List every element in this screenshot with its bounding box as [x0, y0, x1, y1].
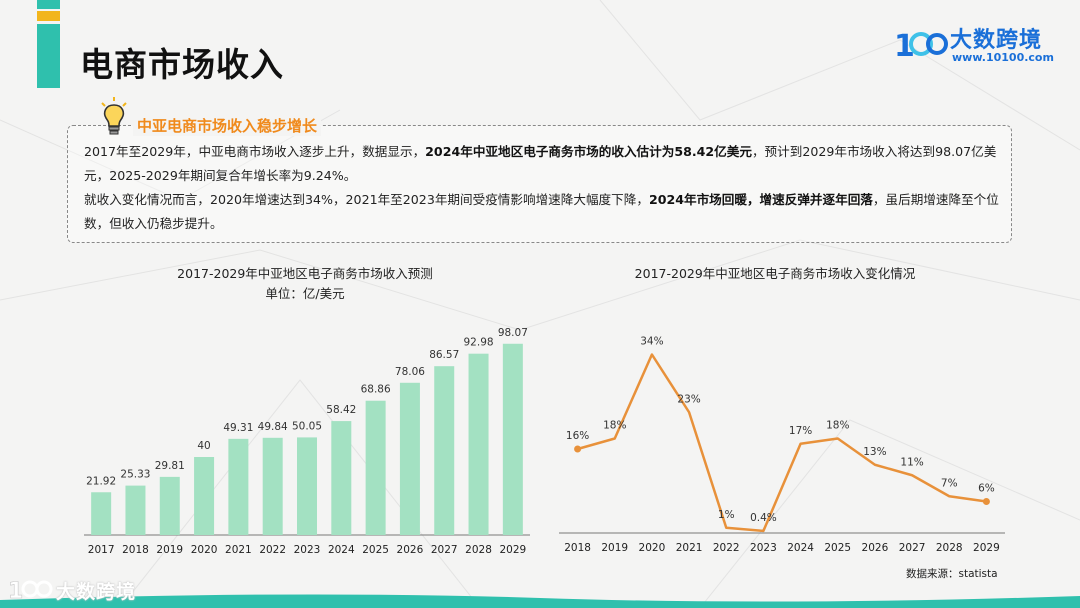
- bar-value-label: 92.98: [464, 337, 494, 349]
- accent-bar-main: [37, 24, 60, 88]
- bar-2026: [399, 382, 420, 535]
- line-tick-label: 2024: [787, 542, 814, 554]
- bar-2020: [194, 457, 215, 535]
- footer-logo-icon: 1: [8, 579, 53, 603]
- line-point: [982, 498, 990, 505]
- line-tick-label: 2028: [936, 542, 963, 554]
- source-note: 数据来源：statista: [906, 568, 998, 580]
- bar-value-label: 58.42: [326, 404, 356, 416]
- bar-tick-label: 2023: [294, 544, 321, 556]
- bar-2025: [365, 400, 386, 535]
- bar-2017: [91, 492, 112, 535]
- line-value-label: 13%: [863, 446, 886, 458]
- bar-value-label: 21.92: [86, 475, 116, 487]
- bar-2027: [434, 366, 455, 535]
- line-value-label: 0.4%: [750, 512, 777, 524]
- line-value-label: 7%: [941, 477, 958, 489]
- bar-2028: [468, 353, 489, 535]
- logo-name: 大数跨境: [950, 28, 1043, 53]
- bar-tick-label: 2022: [259, 544, 286, 556]
- line-value-label: 23%: [677, 393, 700, 405]
- bar-value-label: 29.81: [155, 460, 185, 472]
- line-value-label: 34%: [640, 336, 663, 348]
- line-tick-label: 2026: [862, 542, 889, 554]
- bar-2019: [159, 476, 180, 535]
- line-value-label: 11%: [900, 456, 923, 468]
- line-value-label: 18%: [603, 420, 626, 432]
- summary-paragraph-1: 2017年至2029年，中亚电商市场收入逐步上升，数据显示，2024年中亚地区电…: [84, 144, 997, 183]
- bar-value-label: 49.31: [223, 422, 253, 434]
- line-value-label: 1%: [718, 509, 735, 521]
- bar-tick-label: 2019: [156, 544, 183, 556]
- accent-bar-top: [37, 0, 60, 9]
- line-tick-label: 2018: [564, 542, 591, 554]
- line-tick-label: 2029: [973, 542, 1000, 554]
- footer-band: [0, 594, 1080, 608]
- summary-paragraph-2: 就收入变化情况而言，2020年增速达到34%，2021年至2023年期间受疫情影…: [84, 192, 999, 231]
- summary-box: [67, 125, 1012, 243]
- line-point: [574, 445, 582, 453]
- page-title: 电商市场收入: [80, 45, 284, 84]
- bar-value-label: 40: [197, 440, 210, 452]
- line-chart-title: 2017-2029年中亚地区电子商务市场收入变化情况: [634, 266, 916, 281]
- logo-icon: 1: [894, 29, 948, 64]
- lightbulb-icon: [101, 97, 127, 135]
- footer-brand: 大数跨境: [56, 581, 137, 603]
- bar-2021: [228, 438, 249, 535]
- line-value-label: 18%: [826, 420, 849, 432]
- line-tick-label: 2027: [899, 542, 926, 554]
- bar-chart-title: 2017-2029年中亚地区电子商务市场收入预测: [177, 266, 433, 281]
- line-value-label: 16%: [566, 430, 589, 442]
- summary-heading: 中亚电商市场收入稳步增长: [133, 115, 322, 136]
- bar-value-label: 86.57: [429, 349, 459, 361]
- bar-2018: [125, 485, 146, 535]
- brand-logo: 1 大数跨境 www.10100.com: [894, 22, 1054, 66]
- bar-value-label: 98.07: [498, 327, 528, 339]
- bar-tick-label: 2026: [397, 544, 424, 556]
- bar-tick-label: 2029: [499, 544, 526, 556]
- line-tick-label: 2021: [676, 542, 703, 554]
- bar-tick-label: 2018: [122, 544, 149, 556]
- bar-tick-label: 2020: [191, 544, 218, 556]
- line-tick-label: 2023: [750, 542, 777, 554]
- line-series: [577, 353, 987, 533]
- logo-url: www.10100.com: [952, 51, 1054, 64]
- line-tick-label: 2022: [713, 542, 740, 554]
- bar-chart: 21.92 2017 25.33 2018 29.81 2019 40 2020 49.31 20…: [84, 327, 530, 556]
- bar-value-label: 25.33: [120, 469, 150, 481]
- line-tick-label: 2025: [824, 542, 851, 554]
- line-tick-label: 2019: [601, 542, 628, 554]
- bar-tick-label: 2017: [88, 544, 115, 556]
- svg-text:1: 1: [894, 29, 915, 64]
- bar-2023: [297, 437, 317, 535]
- bar-2029: [502, 343, 523, 535]
- bar-chart-subtitle: 单位：亿/美元: [265, 286, 345, 301]
- bar-2024: [331, 421, 352, 535]
- bar-tick-label: 2021: [225, 544, 252, 556]
- bar-value-label: 78.06: [395, 366, 425, 378]
- line-tick-label: 2020: [639, 542, 666, 554]
- bar-value-label: 68.86: [361, 384, 391, 396]
- bar-value-label: 50.05: [292, 420, 322, 432]
- summary-text: 2017年至2029年，中亚电商市场收入逐步上升，数据显示，2024年中亚地区电…: [84, 140, 1002, 236]
- accent-bar-gold: [37, 11, 60, 21]
- svg-text:1: 1: [8, 579, 23, 603]
- bar-2022: [262, 437, 283, 535]
- bar-tick-label: 2025: [362, 544, 389, 556]
- bar-value-label: 49.84: [258, 421, 288, 433]
- bar-tick-label: 2024: [328, 544, 355, 556]
- line-value-label: 6%: [978, 483, 995, 495]
- line-value-label: 17%: [789, 425, 812, 437]
- bar-tick-label: 2027: [431, 544, 458, 556]
- line-chart: 16% 2018 18% 2019 34% 2020 23% 2021 1% 2022 0.4% 20…: [559, 336, 1005, 554]
- bar-tick-label: 2028: [465, 544, 492, 556]
